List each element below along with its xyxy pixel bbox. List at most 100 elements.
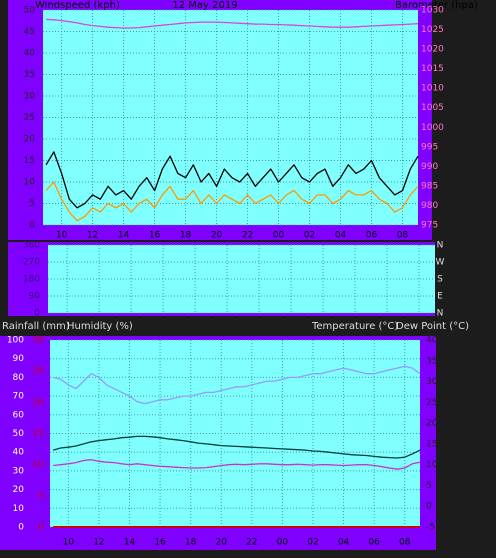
y-tick-label: 270 bbox=[23, 258, 40, 268]
x-tick-label: 04 bbox=[335, 231, 347, 241]
y-tick-label: 100 bbox=[7, 336, 24, 346]
y2-tick-label: N bbox=[437, 309, 444, 319]
y-tick-label: 20 bbox=[13, 485, 25, 495]
y2-tick-label: 1000 bbox=[421, 123, 444, 133]
series-line bbox=[52, 365, 421, 405]
y2-tick-label: N bbox=[437, 241, 444, 251]
y2-tick-label: 15 bbox=[426, 439, 437, 449]
y3-tick-label: 5 bbox=[38, 491, 44, 501]
x-tick-label: 16 bbox=[149, 231, 161, 241]
x-tick-label: 18 bbox=[180, 231, 192, 241]
y2-tick-label: 985 bbox=[421, 181, 438, 191]
y2-tick-label: 1020 bbox=[421, 45, 444, 55]
temperature-plot bbox=[50, 340, 420, 527]
x-tick-label: 14 bbox=[118, 231, 130, 241]
y3-tick-label: 15 bbox=[33, 429, 44, 439]
y-tick-label: 360 bbox=[23, 241, 40, 251]
series-line bbox=[45, 151, 419, 209]
x-tick-label: 14 bbox=[124, 538, 136, 548]
x-tick-label: 12 bbox=[93, 538, 104, 548]
y-tick-label: 5 bbox=[29, 199, 35, 209]
x-tick-label: 06 bbox=[366, 231, 378, 241]
direction-plot bbox=[48, 245, 435, 313]
y-tick-label: 0 bbox=[18, 523, 24, 533]
y3-tick-label: 30 bbox=[33, 336, 45, 346]
y-tick-label: 25 bbox=[24, 113, 35, 123]
y2-tick-label: 25 bbox=[426, 398, 437, 408]
y-tick-label: 40 bbox=[24, 49, 36, 59]
x-tick-label: 00 bbox=[277, 538, 289, 548]
y-tick-label: 10 bbox=[24, 178, 36, 188]
y-tick-label: 80 bbox=[13, 373, 25, 383]
y2-tick-label: 1015 bbox=[421, 64, 444, 74]
y2-tick-label: 975 bbox=[421, 221, 438, 231]
y-tick-label: 0 bbox=[34, 309, 40, 319]
y2-tick-label: 30 bbox=[426, 377, 438, 387]
y3-axis-title: Rainfall (mm) bbox=[2, 321, 70, 332]
y2-tick-label: E bbox=[437, 292, 443, 302]
y2-tick-label: 1005 bbox=[421, 103, 444, 113]
series-line bbox=[46, 18, 419, 29]
y-tick-label: 90 bbox=[13, 354, 25, 364]
y-tick-label: 10 bbox=[13, 504, 25, 514]
y-tick-label: 60 bbox=[13, 410, 25, 420]
y2-tick-label: 980 bbox=[421, 201, 438, 211]
x-tick-label: 22 bbox=[242, 231, 253, 241]
x-tick-label: 18 bbox=[185, 538, 197, 548]
y-tick-label: 45 bbox=[24, 27, 35, 37]
series-line bbox=[45, 181, 419, 222]
y3-tick-label: 0 bbox=[38, 523, 44, 533]
y2-axis-title: Dew Point (°C) bbox=[396, 321, 469, 332]
y2-tick-label: 35 bbox=[426, 356, 437, 366]
x-tick-label: 10 bbox=[63, 538, 75, 548]
y-tick-label: 20 bbox=[24, 135, 36, 145]
y2-axis-title: Barometer (hpa) bbox=[395, 0, 478, 11]
x-tick-label: 12 bbox=[87, 231, 98, 241]
y3-tick-label: 20 bbox=[33, 398, 45, 408]
y-tick-label: 15 bbox=[24, 156, 35, 166]
y3-tick-label: 10 bbox=[33, 460, 45, 470]
y2-tick-label: 5 bbox=[426, 481, 432, 491]
y-tick-label: 35 bbox=[24, 70, 35, 80]
y2-tick-label: -5 bbox=[426, 523, 435, 533]
y-axis-title: Humidity (%) bbox=[67, 321, 133, 332]
x-tick-label: 20 bbox=[216, 538, 228, 548]
y-tick-label: 90 bbox=[29, 292, 41, 302]
y3-tick-label: 25 bbox=[33, 367, 44, 377]
series-line bbox=[53, 459, 421, 470]
y2-axis-title: Temperature (°C) bbox=[311, 321, 398, 332]
y2-tick-label: 10 bbox=[426, 460, 438, 470]
x-tick-label: 10 bbox=[56, 231, 68, 241]
series-line bbox=[52, 435, 421, 459]
y2-tick-label: 20 bbox=[426, 419, 438, 429]
y2-tick-label: 995 bbox=[421, 142, 438, 152]
y2-tick-label: S bbox=[437, 275, 443, 285]
y-tick-label: 30 bbox=[24, 92, 36, 102]
y2-tick-label: W bbox=[436, 258, 445, 268]
y-axis-title: Windspeed (kph) bbox=[35, 0, 120, 11]
x-tick-label: 08 bbox=[397, 231, 409, 241]
x-tick-label: 02 bbox=[304, 231, 315, 241]
y-tick-label: 40 bbox=[13, 448, 25, 458]
y-tick-label: 50 bbox=[24, 6, 36, 16]
x-tick-label: 08 bbox=[399, 538, 411, 548]
y2-tick-label: 0 bbox=[426, 502, 432, 512]
x-tick-label: 06 bbox=[368, 538, 380, 548]
y2-tick-label: 40 bbox=[426, 336, 438, 346]
y-tick-label: 30 bbox=[13, 466, 25, 476]
x-tick-label: 16 bbox=[154, 538, 166, 548]
y2-tick-label: 1025 bbox=[421, 25, 444, 35]
y-tick-label: 0 bbox=[29, 221, 35, 231]
x-tick-label: 00 bbox=[273, 231, 285, 241]
y-tick-label: 70 bbox=[13, 392, 25, 402]
y-tick-label: 180 bbox=[23, 275, 40, 285]
x-tick-label: 22 bbox=[246, 538, 257, 548]
y2-tick-label: 1010 bbox=[421, 84, 444, 94]
x-tick-label: 20 bbox=[211, 231, 223, 241]
y2-tick-label: 990 bbox=[421, 162, 438, 172]
x-tick-label: 02 bbox=[307, 538, 318, 548]
y-tick-label: 50 bbox=[13, 429, 25, 439]
x-tick-label: 04 bbox=[338, 538, 350, 548]
